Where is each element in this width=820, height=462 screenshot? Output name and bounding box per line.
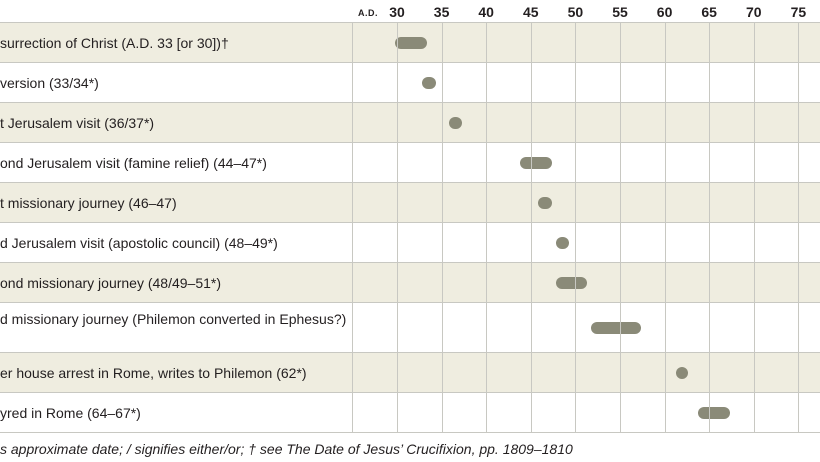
- timeline-row: d missionary journey (Philemon converted…: [0, 302, 820, 352]
- event-label: t missionary journey (46–47): [0, 194, 177, 211]
- timeline-row: t Jerusalem visit (36/37*): [0, 102, 820, 142]
- tick-label: 45: [523, 4, 539, 20]
- timeline-row: yred in Rome (64–67*): [0, 392, 820, 432]
- event-bar: [448, 117, 463, 129]
- event-label: er house arrest in Rome, writes to Phile…: [0, 364, 307, 381]
- timeline-row: d Jerusalem visit (apostolic council) (4…: [0, 222, 820, 262]
- tick-label: 75: [790, 4, 807, 20]
- event-label: yred in Rome (64–67*): [0, 404, 141, 421]
- grid-line: [664, 22, 666, 432]
- grid-line: [620, 22, 621, 432]
- tick-label: 40: [478, 4, 494, 20]
- timeline-row: surrection of Christ (A.D. 33 [or 30])†: [0, 22, 820, 62]
- bottom-divider: [0, 432, 820, 433]
- grid-line: [397, 22, 398, 432]
- event-bar: [395, 37, 427, 49]
- event-bar: [519, 157, 552, 169]
- tick-label: 65: [701, 4, 717, 20]
- event-label: version (33/34*): [0, 74, 99, 91]
- axis-prefix: A.D.: [358, 8, 378, 18]
- event-label: t Jerusalem visit (36/37*): [0, 114, 155, 131]
- grid-line: [798, 22, 800, 432]
- tick-label: 50: [567, 4, 584, 20]
- tick-label: 70: [746, 4, 762, 20]
- grid-line: [753, 22, 755, 432]
- event-bar: [698, 407, 731, 419]
- event-label: surrection of Christ (A.D. 33 [or 30])†: [0, 34, 229, 51]
- event-label: d Jerusalem visit (apostolic council) (4…: [0, 234, 278, 251]
- event-label: d missionary journey (Philemon converted…: [0, 311, 347, 327]
- tick-label: 60: [656, 4, 673, 20]
- event-bar: [555, 237, 570, 249]
- timeline-row: er house arrest in Rome, writes to Phile…: [0, 352, 820, 392]
- grid-line: [486, 22, 488, 432]
- event-bar: [537, 197, 552, 209]
- timeline-row: t missionary journey (46–47): [0, 182, 820, 222]
- event-label: ond Jerusalem visit (famine relief) (44–…: [0, 154, 267, 171]
- event-bar: [676, 367, 689, 379]
- grid-line: [709, 22, 711, 432]
- footnote: s approximate date; / signifies either/o…: [0, 441, 573, 457]
- timeline-row: ond missionary journey (48/49–51*): [0, 262, 820, 302]
- chart-header: A.D. 30 35 40 45 50 55 60 65 70 75: [0, 0, 820, 22]
- timeline-row: version (33/34*): [0, 62, 820, 102]
- tick-label: 55: [612, 4, 628, 20]
- grid-line: [441, 22, 443, 432]
- event-bar: [421, 77, 436, 89]
- event-bar: [555, 277, 588, 289]
- grid-line: [575, 22, 577, 432]
- grid-line: [352, 22, 353, 432]
- grid-line: [530, 22, 532, 432]
- event-bar: [591, 322, 641, 334]
- tick-label: 30: [389, 4, 405, 20]
- event-label: ond missionary journey (48/49–51*): [0, 274, 222, 291]
- timeline-row: ond Jerusalem visit (famine relief) (44–…: [0, 142, 820, 182]
- tick-label: 35: [433, 4, 450, 20]
